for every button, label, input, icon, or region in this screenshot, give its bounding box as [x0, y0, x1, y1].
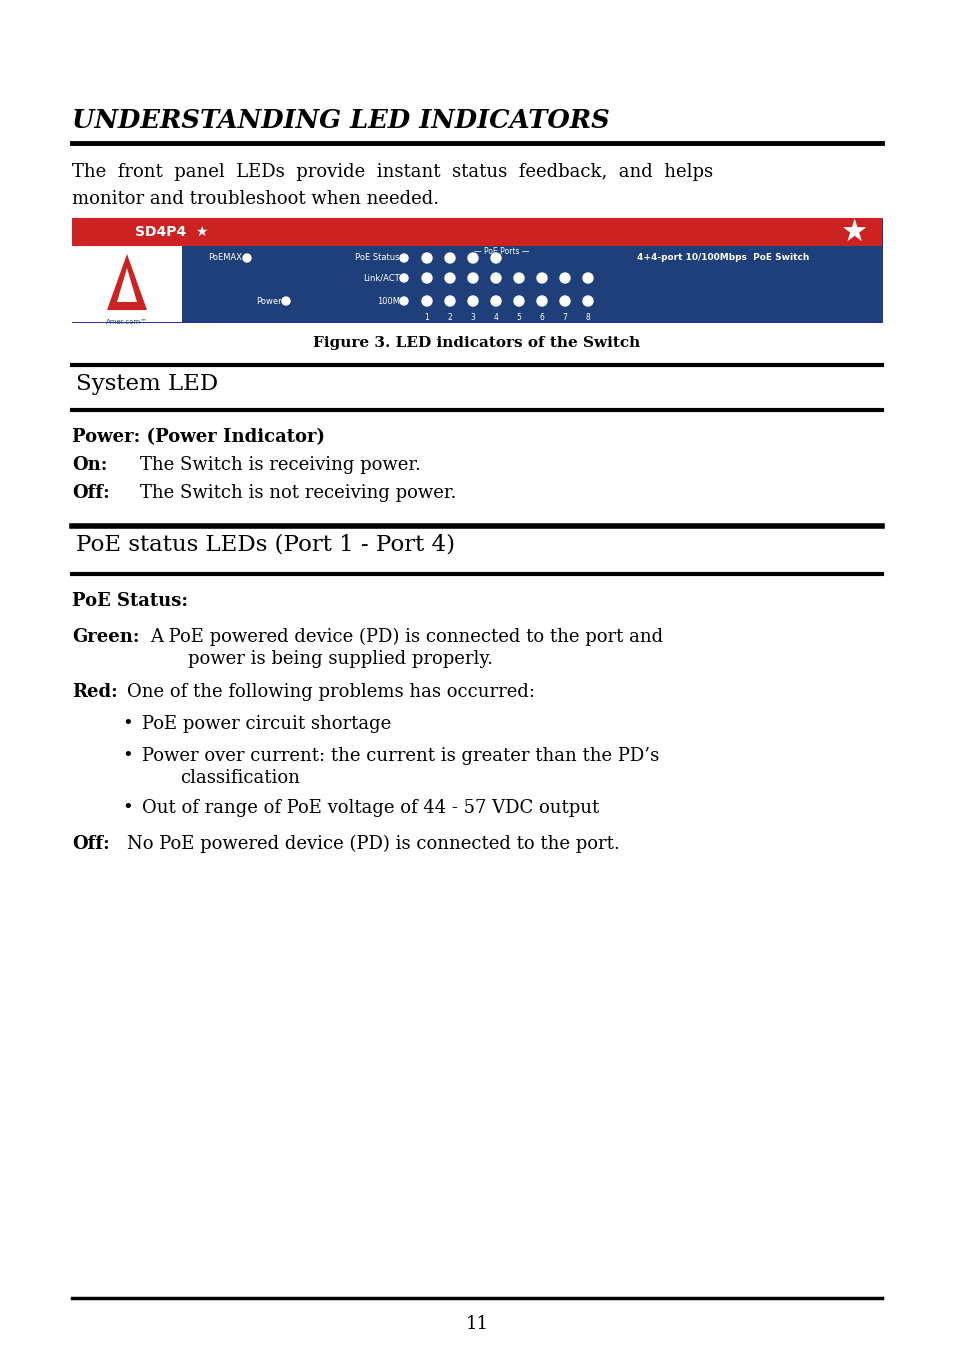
Circle shape	[444, 252, 455, 263]
Text: classification: classification	[180, 769, 299, 787]
Circle shape	[468, 296, 477, 306]
Text: Amer.com™: Amer.com™	[106, 319, 148, 325]
Text: 100M: 100M	[376, 297, 399, 305]
Text: 1: 1	[424, 313, 429, 323]
Text: One of the following problems has occurred:: One of the following problems has occurr…	[127, 683, 535, 701]
Circle shape	[444, 296, 455, 306]
FancyBboxPatch shape	[71, 217, 882, 323]
FancyBboxPatch shape	[826, 217, 882, 246]
Circle shape	[421, 273, 432, 284]
Circle shape	[399, 254, 408, 262]
Text: PoE power circuit shortage: PoE power circuit shortage	[142, 716, 391, 733]
Text: monitor and troubleshoot when needed.: monitor and troubleshoot when needed.	[71, 190, 438, 208]
Circle shape	[399, 297, 408, 305]
Circle shape	[444, 273, 455, 284]
Circle shape	[514, 273, 523, 284]
Circle shape	[582, 296, 593, 306]
Text: ★: ★	[840, 217, 867, 247]
Text: Power over current: the current is greater than the PD’s: Power over current: the current is great…	[142, 747, 659, 765]
Text: Out of range of PoE voltage of 44 - 57 VDC output: Out of range of PoE voltage of 44 - 57 V…	[142, 799, 598, 817]
Text: Off:: Off:	[71, 485, 110, 502]
Text: PoEMAX: PoEMAX	[208, 254, 242, 262]
Text: •: •	[122, 747, 132, 765]
Circle shape	[282, 297, 290, 305]
Circle shape	[582, 273, 593, 284]
Text: 6: 6	[539, 313, 544, 323]
Text: 7: 7	[562, 313, 567, 323]
Text: 11: 11	[465, 1315, 488, 1332]
Text: PoE status LEDs (Port 1 - Port 4): PoE status LEDs (Port 1 - Port 4)	[76, 535, 455, 556]
Text: PoE Status:: PoE Status:	[71, 593, 188, 610]
Text: Figure 3. LED indicators of the Switch: Figure 3. LED indicators of the Switch	[313, 336, 640, 350]
Text: — PoE Ports —: — PoE Ports —	[474, 247, 529, 255]
Text: Off:: Off:	[71, 836, 110, 853]
Text: The Switch is receiving power.: The Switch is receiving power.	[140, 456, 420, 474]
Text: •: •	[122, 799, 132, 817]
Circle shape	[491, 296, 500, 306]
Polygon shape	[107, 254, 147, 310]
Circle shape	[468, 273, 477, 284]
Circle shape	[514, 296, 523, 306]
Text: 4: 4	[493, 313, 497, 323]
Circle shape	[537, 296, 546, 306]
Circle shape	[421, 252, 432, 263]
Circle shape	[491, 273, 500, 284]
Text: 4+4-port 10/100Mbps  PoE Switch: 4+4-port 10/100Mbps PoE Switch	[637, 254, 808, 262]
Circle shape	[399, 274, 408, 282]
Text: A PoE powered device (PD) is connected to the port and: A PoE powered device (PD) is connected t…	[150, 628, 662, 647]
Circle shape	[243, 254, 251, 262]
Polygon shape	[117, 269, 137, 302]
Circle shape	[468, 252, 477, 263]
Circle shape	[491, 252, 500, 263]
Text: 8: 8	[585, 313, 590, 323]
Text: •: •	[122, 716, 132, 733]
Text: 3: 3	[470, 313, 475, 323]
Text: System LED: System LED	[76, 373, 218, 396]
Text: Power: (Power Indicator): Power: (Power Indicator)	[71, 428, 325, 446]
Text: Red:: Red:	[71, 683, 117, 701]
Text: PoE Status: PoE Status	[355, 254, 399, 262]
FancyBboxPatch shape	[71, 246, 182, 323]
Text: No PoE powered device (PD) is connected to the port.: No PoE powered device (PD) is connected …	[127, 836, 619, 853]
Text: Link/ACT: Link/ACT	[363, 274, 399, 282]
Text: 5: 5	[516, 313, 521, 323]
Text: On:: On:	[71, 456, 108, 474]
Text: The  front  panel  LEDs  provide  instant  status  feedback,  and  helps: The front panel LEDs provide instant sta…	[71, 163, 713, 181]
Text: The Switch is not receiving power.: The Switch is not receiving power.	[140, 485, 456, 502]
Text: power is being supplied properly.: power is being supplied properly.	[188, 649, 493, 668]
Text: UNDERSTANDING LED INDICATORS: UNDERSTANDING LED INDICATORS	[71, 108, 609, 134]
Text: SD4P4  ★: SD4P4 ★	[135, 225, 209, 239]
Text: Power: Power	[256, 297, 282, 305]
Circle shape	[421, 296, 432, 306]
Circle shape	[559, 296, 569, 306]
FancyBboxPatch shape	[71, 217, 882, 246]
Text: Green:: Green:	[71, 628, 139, 647]
Text: 2: 2	[447, 313, 452, 323]
Circle shape	[537, 273, 546, 284]
Circle shape	[559, 273, 569, 284]
